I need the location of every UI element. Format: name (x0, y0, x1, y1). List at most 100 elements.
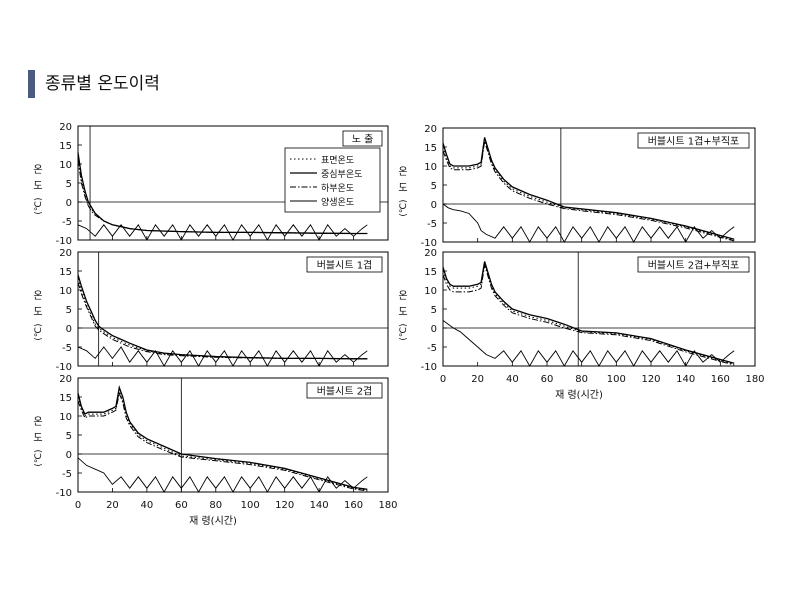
x-tick-label: 160 (711, 374, 730, 385)
panel-title-box (637, 256, 750, 273)
y-tick-label: 5 (431, 305, 437, 316)
panel-title: 노 출 (352, 134, 374, 146)
x-tick-label: 60 (541, 374, 554, 385)
y-tick-label: -5 (427, 343, 437, 354)
series-line (77, 160, 368, 234)
panel-title: 버블시트 2겹+부직포 (648, 260, 740, 272)
x-tick-label: 120 (641, 374, 660, 385)
legend-entry: 하부온도 (321, 183, 354, 194)
y-axis-unit: (℃) (399, 199, 409, 216)
y-tick-label: -10 (421, 362, 437, 373)
y-tick-label: 10 (424, 162, 437, 173)
panel-title: 버블시트 1겹 (317, 260, 373, 272)
y-tick-label: -10 (56, 488, 72, 499)
y-tick-label: -5 (62, 217, 72, 228)
x-tick-label: 180 (378, 500, 397, 511)
x-tick-label: 20 (471, 374, 484, 385)
series-line (77, 278, 368, 360)
y-tick-label: -10 (421, 238, 437, 249)
y-tick-label: 20 (59, 122, 72, 133)
legend-entry: 표면온도 (321, 155, 354, 166)
panel-title-box (637, 132, 750, 149)
y-axis-label: 도 (33, 433, 42, 444)
y-tick-label: -10 (56, 236, 72, 247)
y-tick-label: 20 (424, 248, 437, 259)
y-tick-label: 10 (424, 286, 437, 297)
x-tick-label: 100 (607, 374, 626, 385)
y-tick-label: 15 (59, 267, 72, 278)
x-tick-label: 0 (75, 500, 81, 511)
legend-entry: 중심부온도 (321, 169, 362, 180)
panel-title: 버블시트 1겹+부직포 (648, 136, 740, 148)
page-title: 종류별 온도이력 (45, 74, 160, 94)
series-line (77, 391, 368, 492)
y-axis-unit: (℃) (34, 323, 44, 340)
y-tick-label: 5 (66, 431, 72, 442)
y-tick-label: -5 (62, 343, 72, 354)
y-tick-label: -10 (56, 362, 72, 373)
series-line (77, 223, 368, 241)
y-tick-label: 0 (66, 324, 72, 335)
y-tick-label: 5 (431, 181, 437, 192)
y-tick-label: 0 (431, 324, 437, 335)
y-tick-label: 15 (59, 141, 72, 152)
series-line (442, 139, 735, 241)
series-line (77, 274, 368, 360)
x-axis-label: 재 령(시간) (189, 515, 237, 527)
y-tick-label: 20 (59, 374, 72, 385)
panel-title: 버블시트 2겹 (317, 386, 373, 398)
x-tick-label: 120 (275, 500, 294, 511)
y-axis-unit: (℃) (34, 197, 44, 214)
series-line (442, 263, 735, 365)
series-line (442, 137, 735, 240)
y-tick-label: 10 (59, 412, 72, 423)
y-axis-label: 온 (33, 164, 42, 176)
x-tick-label: 140 (310, 500, 329, 511)
x-tick-label: 60 (175, 500, 188, 511)
series-line (77, 389, 368, 491)
x-tick-label: 20 (106, 500, 119, 511)
y-tick-label: 15 (424, 267, 437, 278)
y-tick-label: 0 (66, 450, 72, 461)
series-line (442, 203, 735, 243)
panel-title-box (306, 256, 383, 273)
x-tick-label: 100 (241, 500, 260, 511)
x-tick-label: 80 (575, 374, 588, 385)
x-tick-label: 40 (506, 374, 519, 385)
y-tick-label: 5 (66, 305, 72, 316)
x-tick-label: 40 (141, 500, 154, 511)
x-tick-label: 180 (745, 374, 764, 385)
y-axis-unit: (℃) (34, 449, 44, 466)
y-tick-label: -5 (427, 219, 437, 230)
y-tick-label: 15 (424, 143, 437, 154)
y-tick-label: 0 (66, 198, 72, 209)
y-tick-label: 10 (59, 286, 72, 297)
panel-title-box (342, 130, 383, 147)
y-axis-unit: (℃) (399, 323, 409, 340)
y-axis-label: 도 (398, 183, 407, 194)
y-axis-label: 온 (33, 416, 42, 428)
series-line (77, 457, 368, 493)
y-axis-label: 도 (398, 307, 407, 318)
y-axis-label: 온 (398, 166, 407, 178)
series-line (442, 141, 735, 242)
series-line (77, 346, 368, 367)
y-tick-label: 15 (59, 393, 72, 404)
x-tick-label: 80 (209, 500, 222, 511)
y-tick-label: 20 (59, 248, 72, 259)
y-tick-label: -5 (62, 469, 72, 480)
series-line (442, 320, 735, 367)
y-tick-label: 5 (66, 179, 72, 190)
y-tick-label: 20 (424, 124, 437, 135)
legend-entry: 양생온도 (321, 197, 354, 208)
series-line (77, 385, 368, 490)
x-tick-label: 0 (440, 374, 446, 385)
x-tick-label: 160 (344, 500, 363, 511)
x-tick-label: 140 (676, 374, 695, 385)
y-axis-label: 온 (398, 290, 407, 302)
y-tick-label: 10 (59, 160, 72, 171)
x-axis-label: 재 령(시간) (555, 389, 603, 401)
panel-title-box (306, 382, 383, 399)
y-axis-label: 도 (33, 181, 42, 192)
